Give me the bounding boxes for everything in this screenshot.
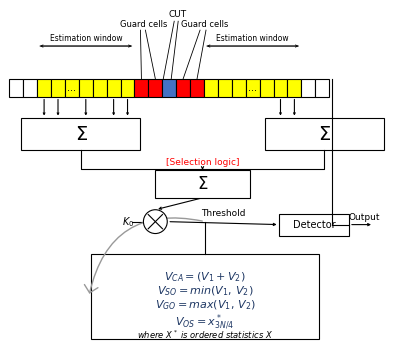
Bar [176, 79, 190, 97]
Text: where $X^*$ is ordered statistics $X$: where $X^*$ is ordered statistics $X$ [137, 329, 273, 341]
Text: Σ: Σ [197, 175, 208, 193]
Text: Estimation window: Estimation window [49, 34, 122, 43]
Bar [91, 254, 319, 339]
Bar [246, 79, 260, 97]
Bar [279, 214, 349, 236]
Bar [23, 79, 37, 97]
Bar [260, 79, 274, 97]
FancyArrowPatch shape [84, 218, 202, 293]
Text: [Selection logic]: [Selection logic] [166, 158, 239, 167]
Bar [301, 79, 315, 97]
Text: $K_0$: $K_0$ [122, 215, 134, 229]
Text: Threshold: Threshold [201, 208, 246, 218]
Bar [232, 79, 246, 97]
Bar [21, 118, 141, 150]
Bar [155, 170, 250, 198]
Text: Estimation window: Estimation window [216, 34, 289, 43]
Bar [148, 79, 162, 97]
Bar [190, 79, 204, 97]
Text: $V_{OS} = x^*_{3N/4}$: $V_{OS} = x^*_{3N/4}$ [175, 312, 235, 332]
Bar [37, 79, 51, 97]
Bar [9, 79, 23, 97]
Text: Σ: Σ [318, 125, 330, 144]
Bar [134, 79, 148, 97]
Bar [162, 79, 176, 97]
Text: $V_{CA} = (V_1+V_2)$: $V_{CA} = (V_1+V_2)$ [164, 270, 246, 284]
Bar [120, 79, 134, 97]
Circle shape [143, 210, 167, 233]
Text: $V_{SO} = min(V_1,\/ V_2)$: $V_{SO} = min(V_1,\/ V_2)$ [157, 284, 253, 298]
Bar [51, 79, 65, 97]
Text: ...: ... [67, 83, 76, 93]
Text: Output: Output [348, 213, 380, 221]
Bar [79, 79, 93, 97]
Bar [65, 79, 79, 97]
Text: ...: ... [248, 83, 257, 93]
Bar [274, 79, 287, 97]
Bar [287, 79, 301, 97]
Text: Detector: Detector [293, 220, 335, 230]
Bar [93, 79, 107, 97]
Bar [315, 79, 329, 97]
Bar [265, 118, 384, 150]
Text: Σ: Σ [75, 125, 87, 144]
Text: CUT: CUT [168, 10, 186, 19]
Text: $V_{GO} = max(V_1,\/ V_2)$: $V_{GO} = max(V_1,\/ V_2)$ [155, 298, 256, 312]
Text: Guard cells: Guard cells [120, 20, 167, 29]
Bar [107, 79, 120, 97]
Text: Guard cells: Guard cells [181, 20, 229, 29]
Bar [204, 79, 218, 97]
Bar [218, 79, 232, 97]
